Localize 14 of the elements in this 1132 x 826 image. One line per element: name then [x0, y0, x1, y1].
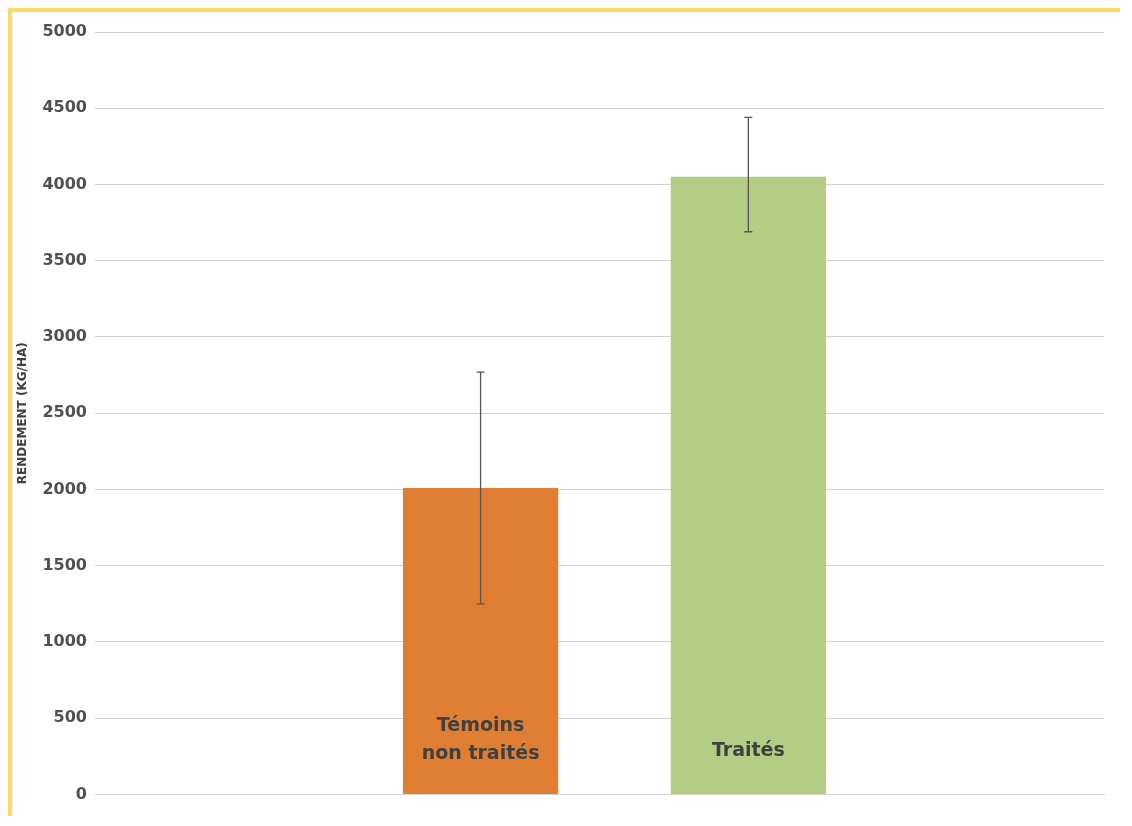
y-tick-label: 2000: [42, 478, 87, 498]
y-tick-label: 1000: [42, 631, 87, 651]
y-tick-label: 5000: [42, 21, 87, 41]
y-tick-label: 2500: [42, 402, 87, 422]
series-label: Témoins non traités: [421, 713, 540, 764]
y-tick-label: 3500: [42, 249, 87, 269]
y-tick-label: 500: [53, 707, 87, 727]
y-tick-label: 1500: [42, 554, 87, 574]
y-tick-label: 4000: [42, 173, 87, 193]
y-axis-title: RENDEMENT (KG/HA): [15, 342, 30, 485]
y-tick-label: 3000: [42, 326, 87, 346]
y-tick-label: 4500: [42, 97, 87, 117]
y-tick-label: 0: [75, 783, 87, 803]
series-label: Traités: [711, 738, 785, 761]
